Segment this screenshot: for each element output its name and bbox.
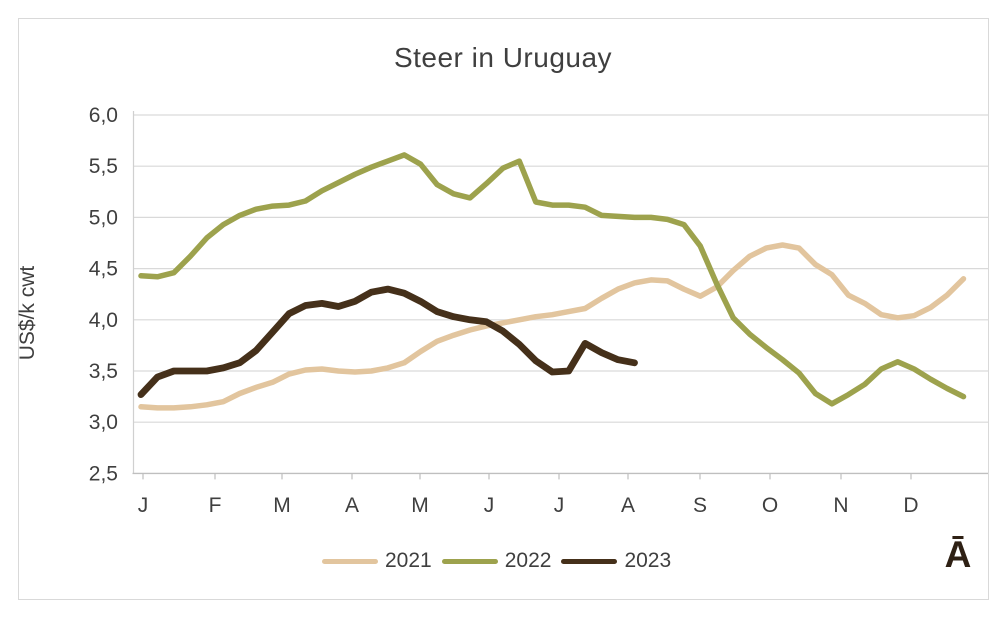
- y-tick-label: 3,5: [89, 360, 118, 383]
- chart-legend: 2021 2022 2023: [322, 549, 671, 573]
- y-tick-label: 2,5: [89, 462, 118, 485]
- x-tick-label: J: [484, 494, 495, 517]
- series-line-2021: [138, 242, 967, 411]
- y-axis-title: US$/k cwt: [16, 265, 39, 361]
- x-tick-label: M: [411, 494, 429, 517]
- x-tick-label: N: [833, 494, 848, 517]
- legend-item-2021: 2021: [322, 549, 432, 573]
- x-tick-label: A: [345, 494, 359, 517]
- y-tick-label: 4,5: [89, 258, 118, 281]
- y-tick-label: 6,0: [89, 104, 118, 127]
- x-tick-label: J: [554, 494, 565, 517]
- x-tick-label: F: [209, 494, 222, 517]
- legend-item-2023: 2023: [561, 549, 671, 573]
- chart-title: Steer in Uruguay: [393, 42, 613, 73]
- y-tick-label: 3,0: [89, 411, 118, 434]
- y-tick-label: 5,0: [89, 206, 118, 229]
- series-line-2022: [138, 152, 967, 407]
- x-tick-label: S: [693, 494, 707, 517]
- legend-swatch-2021: [322, 558, 378, 564]
- x-tick-label: A: [621, 494, 635, 517]
- x-tick-label: J: [138, 494, 149, 517]
- x-tick-label: D: [903, 494, 918, 517]
- legend-label: 2023: [624, 549, 672, 572]
- legend-label: 2022: [504, 549, 552, 572]
- y-tick-label: 5,5: [89, 155, 118, 178]
- x-tick-label: O: [762, 494, 778, 517]
- legend-swatch-2023: [561, 558, 618, 564]
- legend-item-2022: 2022: [441, 549, 552, 573]
- a-macron-watermark: Ā: [944, 534, 972, 575]
- series-line-2023: [137, 285, 638, 399]
- x-tick-label: M: [273, 494, 291, 517]
- legend-label: 2021: [385, 549, 432, 572]
- y-tick-label: 4,0: [89, 309, 118, 332]
- legend-swatch-2022: [441, 558, 498, 564]
